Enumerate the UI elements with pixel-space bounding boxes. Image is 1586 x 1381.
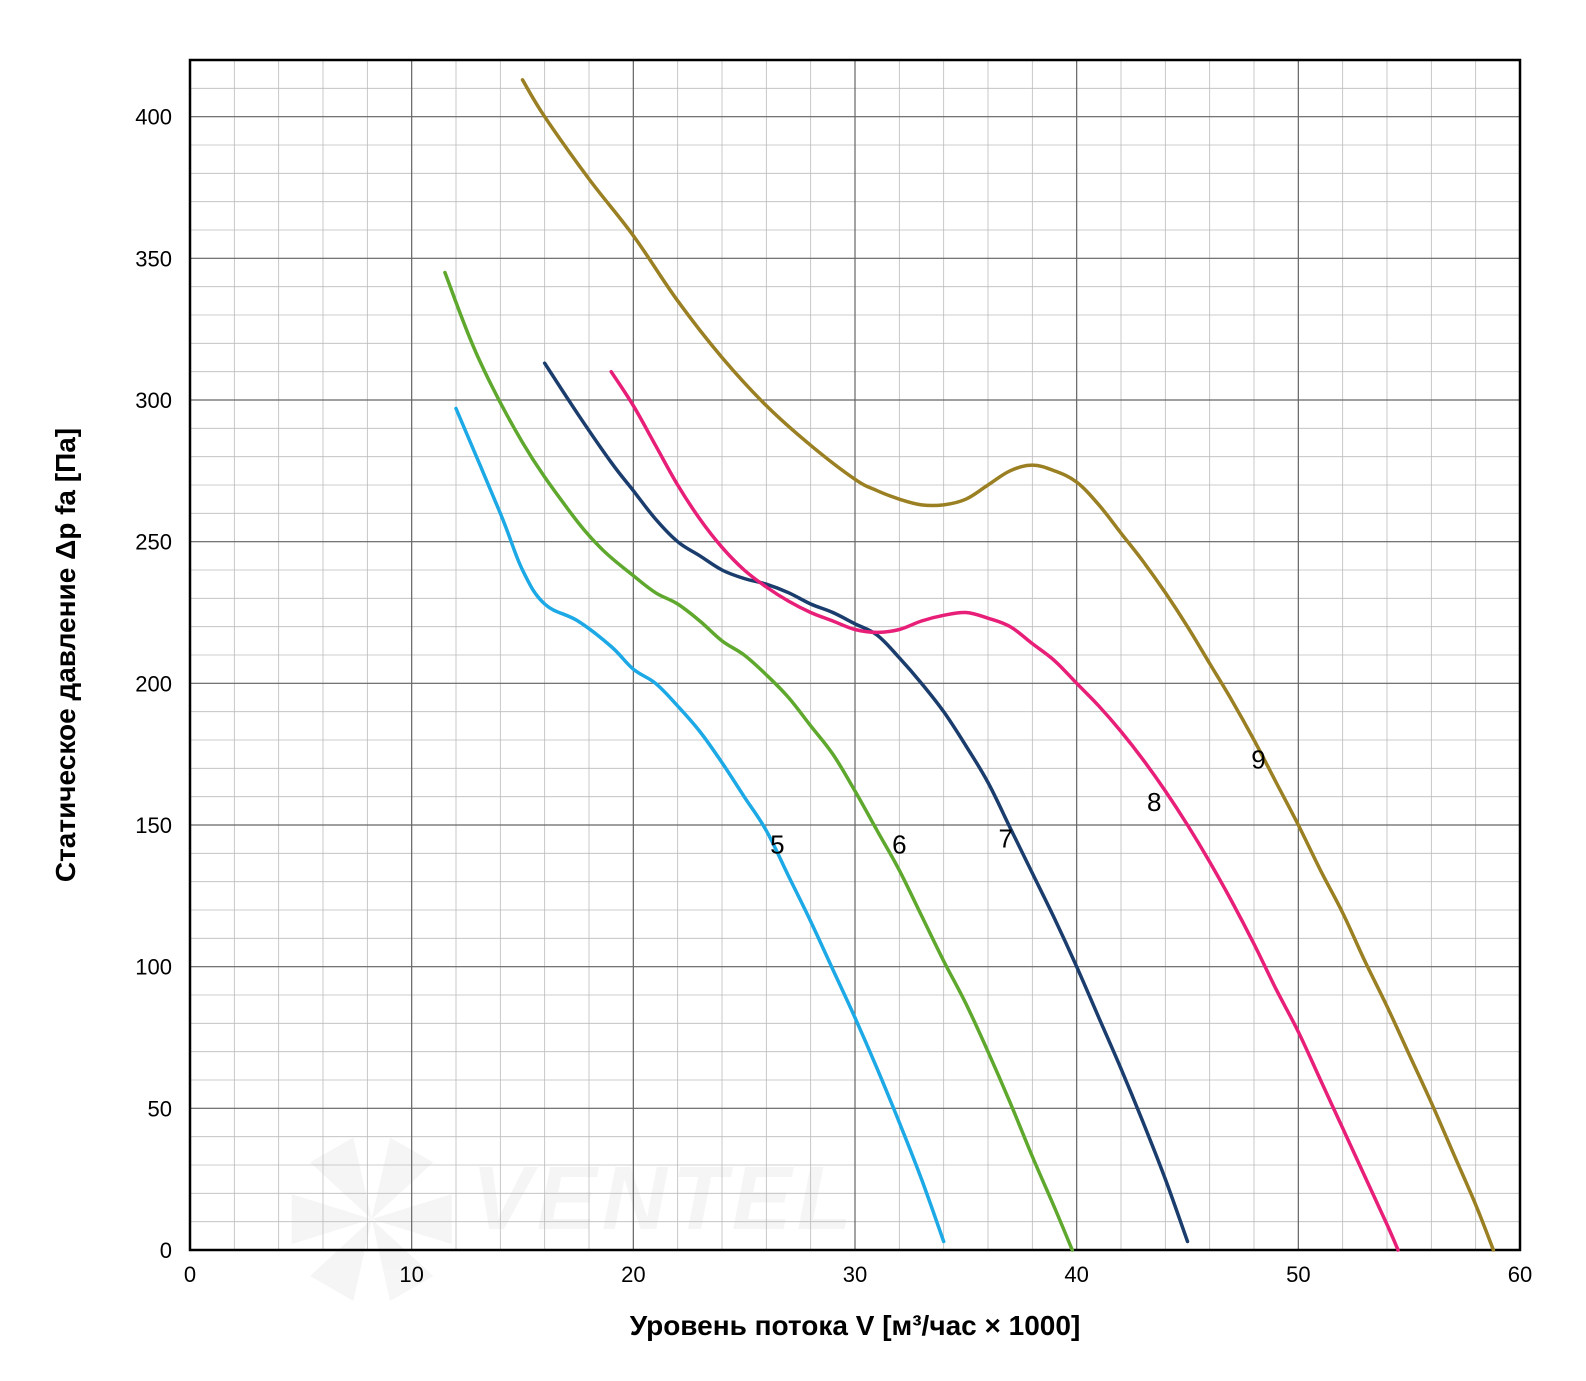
chart-container: VENTEL 0 10 20 30 40 50 60 0 50 100 150 200 250 300 350… bbox=[20, 20, 1566, 1361]
y-tick-label: 100 bbox=[135, 955, 172, 980]
y-tick-label: 50 bbox=[148, 1096, 172, 1121]
x-tick-label: 60 bbox=[1508, 1262, 1532, 1287]
fan-performance-chart: VENTEL 0 10 20 30 40 50 60 0 50 100 150 200 250 300 350… bbox=[20, 20, 1566, 1361]
y-tick-label: 400 bbox=[135, 105, 172, 130]
x-tick-label: 40 bbox=[1064, 1262, 1088, 1287]
x-tick-label: 0 bbox=[184, 1262, 196, 1287]
svg-text:VENTEL: VENTEL bbox=[472, 1149, 857, 1249]
y-tick-label: 200 bbox=[135, 671, 172, 696]
curve-label-9: 9 bbox=[1251, 744, 1265, 774]
y-tick-label: 150 bbox=[135, 813, 172, 838]
x-tick-label: 20 bbox=[621, 1262, 645, 1287]
y-tick-label: 300 bbox=[135, 388, 172, 413]
y-tick-label: 250 bbox=[135, 530, 172, 555]
curve-label-8: 8 bbox=[1147, 787, 1161, 817]
curve-label-7: 7 bbox=[998, 824, 1012, 854]
curve-label-6: 6 bbox=[892, 829, 906, 859]
x-axis-label: Уровень потока V [м³/час × 1000] bbox=[630, 1310, 1081, 1341]
curve-label-5: 5 bbox=[770, 829, 784, 859]
x-tick-label: 50 bbox=[1286, 1262, 1310, 1287]
y-tick-label: 350 bbox=[135, 246, 172, 271]
x-tick-label: 10 bbox=[399, 1262, 423, 1287]
y-tick-label: 0 bbox=[160, 1238, 172, 1263]
y-axis-label: Статическое давление Δp fa [Па] bbox=[50, 428, 81, 882]
x-tick-label: 30 bbox=[843, 1262, 867, 1287]
